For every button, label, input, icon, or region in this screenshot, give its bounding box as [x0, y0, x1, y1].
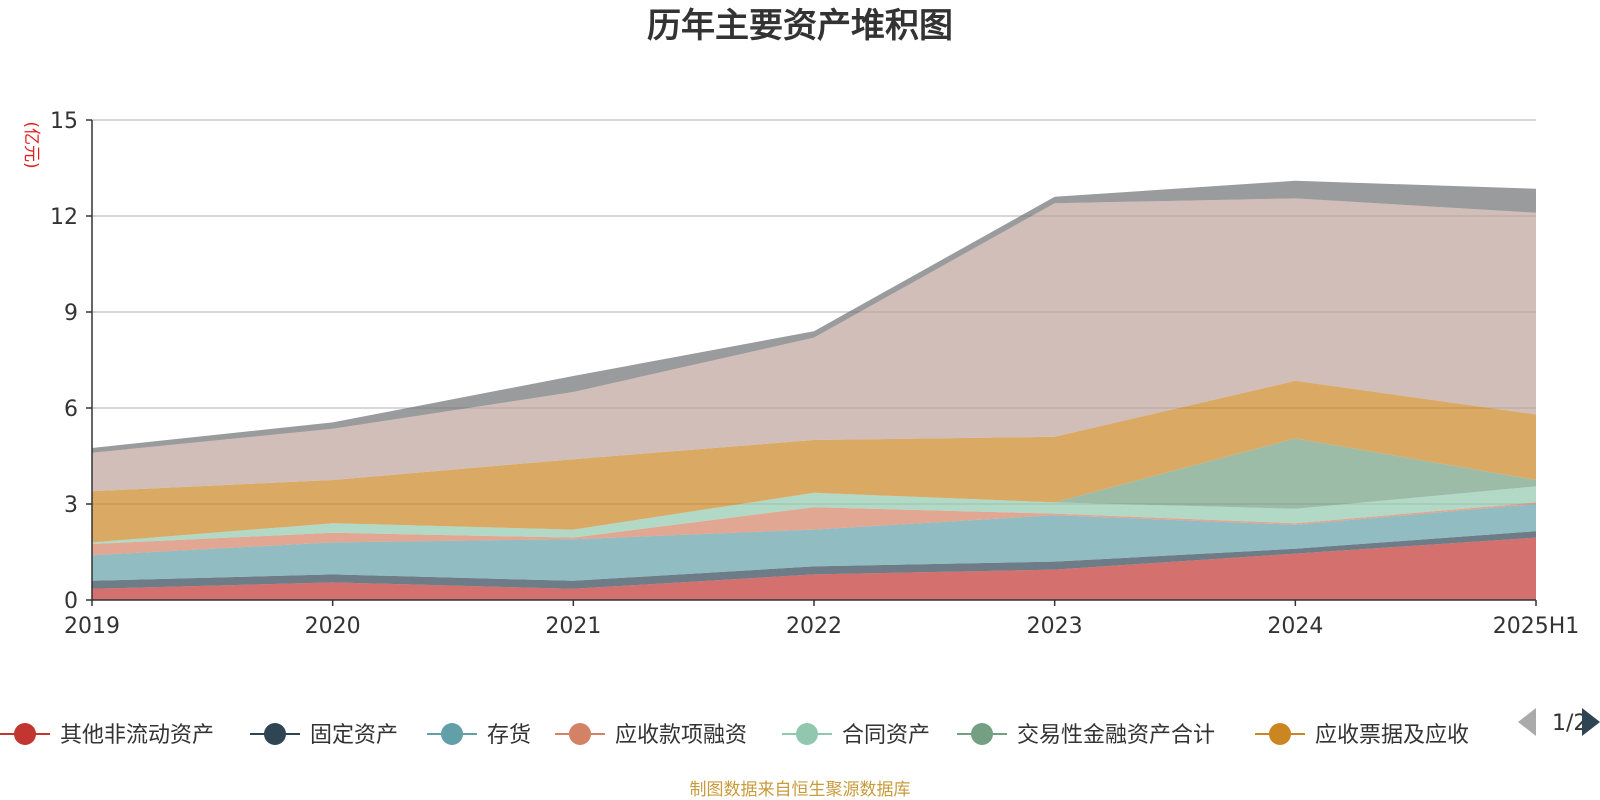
area-series-3	[92, 502, 1536, 556]
y-tick-label: 0	[64, 589, 78, 614]
pager-label: 1/2	[1552, 711, 1587, 736]
legend: 其他非流动资产 固定资产 存货 应收款项融资 合同资产 交易性金融资产合计 应收票据及应收	[0, 723, 1469, 748]
legend-item-2[interactable]: 存货	[427, 723, 531, 748]
y-tick-label: 3	[64, 493, 78, 518]
legend-label: 其他非流动资产	[60, 723, 214, 748]
x-tick-label: 2024	[1267, 614, 1323, 639]
x-tick-label: 2025H1	[1493, 614, 1580, 639]
area-series-4	[92, 486, 1536, 544]
legend-marker	[14, 723, 36, 745]
area-series-6	[92, 380, 1536, 543]
y-tick-label: 6	[64, 397, 78, 422]
legend-label: 应收票据及应收	[1315, 723, 1469, 748]
x-tick-label: 2021	[545, 614, 601, 639]
x-tick-label: 2019	[64, 614, 120, 639]
legend-marker	[264, 723, 286, 745]
legend-pager: 1/2	[1518, 708, 1600, 736]
legend-label: 存货	[487, 723, 531, 748]
legend-item-0[interactable]: 其他非流动资产	[0, 723, 214, 748]
x-tick-label: 2020	[305, 614, 361, 639]
area-series-1	[92, 531, 1536, 589]
legend-marker	[971, 723, 993, 745]
axes	[86, 119, 1537, 606]
x-tick-label: 2022	[786, 614, 842, 639]
legend-label: 应收款项融资	[615, 723, 747, 748]
pager-next-icon[interactable]	[1582, 708, 1600, 736]
legend-marker	[1269, 723, 1291, 745]
area-series-0	[92, 537, 1536, 600]
legend-item-6[interactable]: 应收票据及应收	[1255, 723, 1469, 748]
y-tick-labels: 0 3 6 9 12 15	[50, 109, 78, 614]
legend-label: 交易性金融资产合计	[1017, 723, 1215, 748]
y-axis-unit: (亿元)	[21, 121, 41, 168]
legend-marker	[796, 723, 818, 745]
legend-item-1[interactable]: 固定资产	[250, 723, 398, 748]
chart-title: 历年主要资产堆积图	[647, 6, 953, 46]
legend-label: 合同资产	[842, 723, 930, 748]
area-series-7	[92, 198, 1536, 492]
y-tick-label: 15	[50, 109, 78, 134]
legend-marker	[569, 723, 591, 745]
x-tick-labels: 2019 2020 2021 2022 2023 2024 2025H1	[64, 614, 1579, 639]
data-source-note: 制图数据来自恒生聚源数据库	[690, 780, 911, 800]
y-tick-label: 9	[64, 301, 78, 326]
area-series-5	[92, 438, 1536, 543]
x-tick-label: 2023	[1027, 614, 1083, 639]
y-tick-label: 12	[50, 205, 78, 230]
pager-prev-icon[interactable]	[1518, 708, 1536, 736]
legend-item-4[interactable]: 合同资产	[782, 723, 930, 748]
legend-marker	[441, 723, 463, 745]
area-series	[92, 180, 1536, 600]
legend-label: 固定资产	[310, 723, 398, 748]
legend-item-3[interactable]: 应收款项融资	[555, 723, 747, 748]
legend-item-5[interactable]: 交易性金融资产合计	[957, 723, 1215, 748]
area-series-2	[92, 504, 1536, 581]
